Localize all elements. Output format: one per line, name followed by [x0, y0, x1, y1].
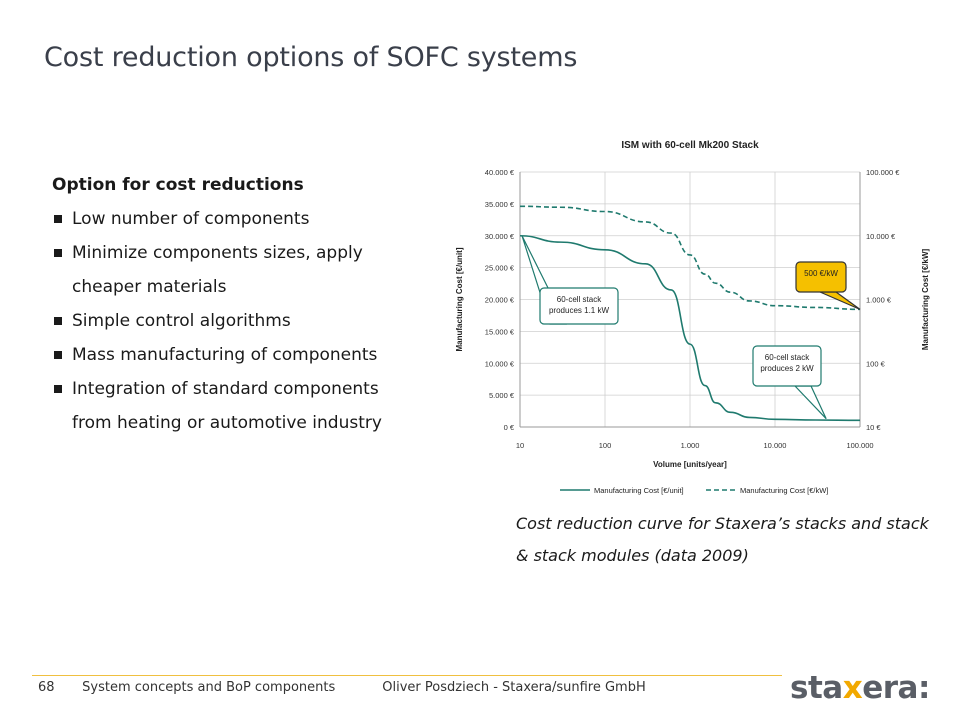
bullet-text: Minimize components sizes, apply cheaper…: [72, 243, 363, 297]
callout-text: produces 1.1 kW: [549, 306, 609, 315]
callout-pointer: [819, 291, 861, 310]
series-line-per-unit: [519, 234, 861, 422]
bullet-text: Simple control algorithms: [72, 311, 291, 331]
bullet-text: Low number of components: [72, 209, 310, 229]
y-tick-label-left: 40.000 €: [485, 168, 515, 177]
logo-text-suffix: era: [862, 670, 918, 706]
callout-text: 500 €/kW: [804, 269, 838, 278]
callout-pointer: [793, 385, 827, 420]
square-bullet-icon: [54, 249, 62, 257]
x-tick-label: 10.000: [764, 441, 787, 450]
bullet-text: Mass manufacturing of components: [72, 345, 378, 365]
y-tick-label-right: 10.000 €: [866, 232, 896, 241]
footer: 68 System concepts and BoP components Ol…: [38, 680, 646, 695]
y-tick-label-right: 1.000 €: [866, 296, 892, 305]
y-tick-label-left: 15.000 €: [485, 327, 515, 336]
logo-text-accent: x: [842, 670, 863, 706]
logo-text-prefix: sta: [790, 670, 843, 706]
cost-reduction-chart: ISM with 60-cell Mk200 Stack 0 € 5.000 € 10…: [440, 126, 940, 506]
bullet-heading: Option for cost reductions: [52, 175, 304, 195]
square-bullet-icon: [54, 385, 62, 393]
page-number: 68: [38, 680, 55, 695]
slide-title: Cost reduction options of SOFC systems: [44, 42, 578, 73]
square-bullet-icon: [54, 351, 62, 359]
legend-label-per-unit: Manufacturing Cost [€/unit]: [594, 486, 684, 495]
bullet-item: Mass manufacturing of components: [52, 338, 382, 372]
x-tick-label: 10: [516, 441, 524, 450]
y-axis-label-right: Manufacturing Cost [€/kW]: [921, 249, 930, 351]
callout-box: [795, 261, 847, 293]
footer-divider: [32, 675, 782, 676]
staxera-logo: staxera:: [790, 670, 930, 706]
callout-box: [752, 345, 822, 387]
chart-caption: Cost reduction curve for Staxera’s stack…: [516, 514, 929, 565]
square-bullet-icon: [54, 317, 62, 325]
y-tick-label-left: 20.000 €: [485, 296, 515, 305]
bullet-list: Low number of components Minimize compon…: [52, 202, 382, 440]
bullet-item: Simple control algorithms: [52, 304, 382, 338]
callout-text: 60-cell stack: [557, 295, 602, 304]
x-tick-label: 100: [599, 441, 612, 450]
bullet-item: Minimize components sizes, apply cheaper…: [52, 236, 382, 304]
y-tick-label-left: 10.000 €: [485, 359, 515, 368]
series-line-per-kw: [519, 205, 861, 311]
y-axis-label-left: Manufacturing Cost [€/unit]: [455, 247, 464, 351]
callout-box: [539, 287, 619, 325]
bullet-item: Integration of standard components from …: [52, 372, 382, 440]
y-tick-label-right: 10 €: [866, 423, 881, 432]
y-tick-label-left: 30.000 €: [485, 232, 515, 241]
y-tick-label-left: 5.000 €: [489, 391, 515, 400]
bullet-list-panel: Option for cost reductions Low number of…: [52, 168, 382, 440]
x-tick-label: 100.000: [846, 441, 873, 450]
chart-title: ISM with 60-cell Mk200 Stack: [621, 140, 759, 151]
y-tick-label-right: 100.000 €: [866, 168, 900, 177]
y-tick-label-left: 25.000 €: [485, 264, 515, 273]
legend-label-per-kw: Manufacturing Cost [€/kW]: [740, 486, 828, 495]
square-bullet-icon: [54, 215, 62, 223]
y-tick-label-left: 35.000 €: [485, 200, 515, 209]
footer-section: System concepts and BoP components: [82, 680, 336, 695]
logo-text-tail: :: [917, 670, 930, 706]
x-axis-label: Volume [units/year]: [653, 460, 727, 469]
y-tick-label-right: 100 €: [866, 359, 886, 368]
bullet-text: Integration of standard components from …: [72, 379, 382, 433]
footer-author: Oliver Posdziech - Staxera/sunfire GmbH: [382, 680, 646, 695]
chart-svg: ISM with 60-cell Mk200 Stack 0 € 5.000 € 10…: [455, 140, 930, 495]
callout-text: 60-cell stack: [765, 353, 810, 362]
callout-text: produces 2 kW: [760, 364, 814, 373]
y-tick-label-left: 0 €: [504, 423, 515, 432]
bullet-item: Low number of components: [52, 202, 382, 236]
x-tick-label: 1.000: [681, 441, 700, 450]
